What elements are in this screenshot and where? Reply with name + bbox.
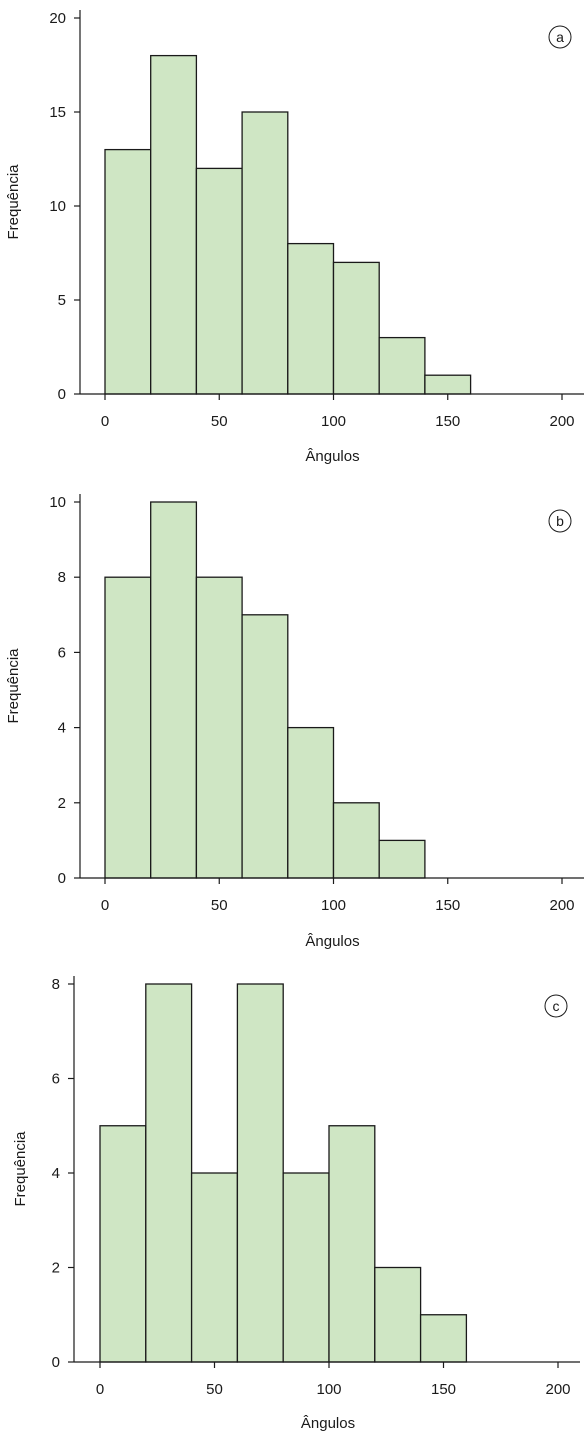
bar-c-1 <box>145 983 193 1363</box>
y-tick-label-c-0: 0 <box>52 1354 60 1371</box>
x-tick-label-b-0: 0 <box>101 897 109 914</box>
y-tick-label-b-5: 10 <box>49 494 66 511</box>
y-axis-label-c: Frequência <box>12 1131 29 1207</box>
y-tick-label-c-1: 2 <box>52 1260 60 1277</box>
bar-b-3 <box>241 614 289 879</box>
bar-b-6 <box>378 839 426 879</box>
bar-b-2 <box>195 576 243 879</box>
bar-c-5 <box>328 1125 376 1363</box>
histogram-panel-a: 0 5 10 15 20 0 50 100 150 200 Ângulos Frequência… <box>5 10 584 465</box>
y-tick-label-b-1: 2 <box>58 795 66 812</box>
bar-c-0 <box>99 1125 147 1363</box>
x-tick-label-b-3: 150 <box>435 897 460 914</box>
x-tick-label-a-1: 50 <box>211 413 228 430</box>
bar-a-3 <box>241 111 289 395</box>
bar-a-1 <box>150 54 198 395</box>
y-axis-label-a: Frequência <box>5 164 22 240</box>
bar-a-7 <box>424 374 472 395</box>
y-tick-label-a-4: 20 <box>49 10 66 27</box>
bar-c-3 <box>236 983 284 1363</box>
bars-a <box>104 54 472 395</box>
x-tick-label-a-2: 100 <box>321 413 346 430</box>
x-tick-label-b-4: 200 <box>549 897 574 914</box>
y-tick-label-b-0: 0 <box>58 870 66 887</box>
x-ticks-b: 0 50 100 150 200 <box>101 878 575 914</box>
x-tick-label-c-3: 150 <box>431 1381 456 1398</box>
x-tick-label-c-4: 200 <box>545 1381 570 1398</box>
bar-b-0 <box>104 576 152 879</box>
x-tick-label-b-2: 100 <box>321 897 346 914</box>
y-tick-label-b-2: 4 <box>58 720 66 737</box>
x-ticks-a: 0 50 100 150 200 <box>101 394 575 430</box>
x-tick-label-c-1: 50 <box>206 1381 223 1398</box>
bar-c-6 <box>374 1266 422 1363</box>
bar-c-4 <box>282 1172 330 1363</box>
panel-label-circle-c <box>544 994 568 1018</box>
bar-c-2 <box>190 1172 239 1363</box>
bars-b <box>104 501 426 879</box>
x-tick-label-b-1: 50 <box>211 897 228 914</box>
x-tick-label-c-2: 100 <box>316 1381 341 1398</box>
y-tick-label-b-3: 6 <box>58 644 66 661</box>
bar-b-1 <box>150 501 198 879</box>
x-tick-label-a-3: 150 <box>435 413 460 430</box>
y-tick-label-a-0: 0 <box>58 386 66 403</box>
bar-a-2 <box>195 167 243 395</box>
y-tick-label-a-1: 5 <box>58 292 66 309</box>
y-tick-label-a-3: 15 <box>49 104 66 121</box>
y-tick-label-a-2: 10 <box>49 198 66 215</box>
x-tick-label-a-0: 0 <box>101 413 109 430</box>
y-tick-label-c-3: 6 <box>52 1071 60 1088</box>
y-tick-label-c-2: 4 <box>52 1165 60 1182</box>
x-tick-label-a-4: 200 <box>549 413 574 430</box>
x-tick-label-c-0: 0 <box>96 1381 104 1398</box>
panel-label-circle-a <box>548 25 572 49</box>
y-tick-label-b-4: 8 <box>58 569 66 586</box>
x-ticks-c: 0 50 100 150 200 <box>96 1362 571 1398</box>
y-tick-label-c-4: 8 <box>52 976 60 993</box>
y-axis-label-b: Frequência <box>5 648 22 724</box>
x-axis-label-a: Ângulos <box>305 448 359 465</box>
panel-label-circle-b <box>548 509 572 533</box>
bar-b-4 <box>287 726 335 879</box>
x-axis-label-b: Ângulos <box>305 933 359 950</box>
bar-a-4 <box>287 242 335 395</box>
panel-label-b: b <box>556 513 564 529</box>
panel-label-a: a <box>556 29 564 45</box>
histogram-panel-c: 0 2 4 6 8 0 50 100 150 200 Ângulos Frequência c <box>12 976 580 1432</box>
y-ticks-c: 0 2 4 6 8 <box>52 976 74 1371</box>
x-axis-label-c: Ângulos <box>301 1415 355 1432</box>
y-ticks-b: 0 2 4 6 8 10 <box>49 494 80 887</box>
bar-a-5 <box>332 261 380 395</box>
y-ticks-a: 0 5 10 15 20 <box>49 10 80 403</box>
panel-label-c: c <box>553 998 560 1014</box>
bar-a-6 <box>378 336 426 395</box>
bar-c-7 <box>419 1314 468 1363</box>
bar-b-5 <box>332 802 380 879</box>
bars-c <box>99 983 468 1363</box>
bar-a-0 <box>104 148 152 395</box>
